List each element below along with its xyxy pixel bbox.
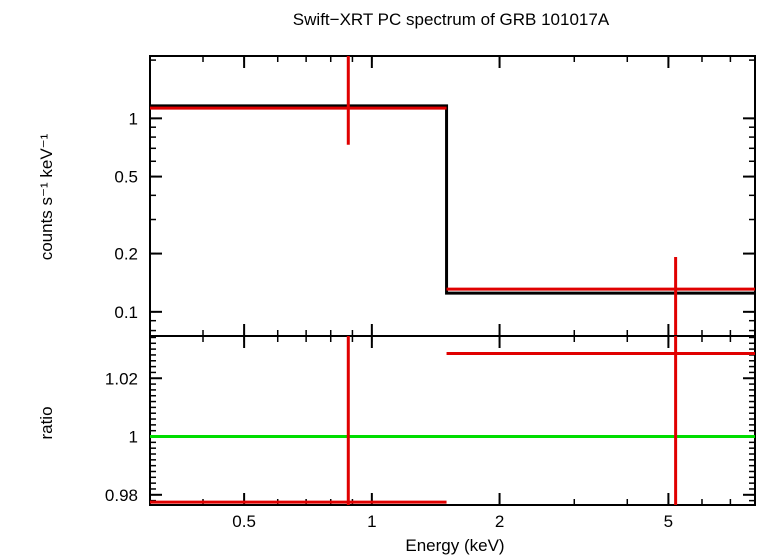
spectrum-y-tick-label: 0.1 xyxy=(114,303,138,322)
spectrum-y-tick-label: 1 xyxy=(129,109,138,128)
model-line xyxy=(150,104,755,295)
x-tick-label: 0.5 xyxy=(232,512,256,531)
ratio-frame xyxy=(149,335,756,506)
ratio-y-tick-label: 1.02 xyxy=(105,369,138,388)
x-tick-label: 5 xyxy=(664,512,673,531)
spectrum-y-axis-label: counts s⁻¹ keV⁻¹ xyxy=(37,133,56,260)
x-tick-label: 2 xyxy=(495,512,504,531)
ratio-y-tick-label: 1 xyxy=(129,428,138,447)
ratio-y-axis-label: ratio xyxy=(37,406,56,439)
ratio-y-tick-label: 0.98 xyxy=(105,486,138,505)
spectrum-y-tick-label: 0.5 xyxy=(114,168,138,187)
chart-title: Swift−XRT PC spectrum of GRB 101017A xyxy=(293,10,610,29)
plot-area: 1 0.5 0.2 0.1 1.02 1 0.98 0.5 1 2 5 xyxy=(105,55,756,531)
spectrum-y-tick-label: 0.2 xyxy=(114,245,138,264)
x-axis-label: Energy (keV) xyxy=(405,536,504,555)
x-tick-label: 1 xyxy=(367,512,376,531)
